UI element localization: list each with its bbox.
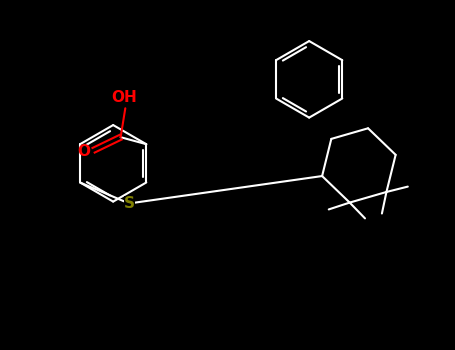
Text: S: S <box>123 196 135 211</box>
Text: O: O <box>77 144 90 159</box>
Text: OH: OH <box>111 90 137 105</box>
